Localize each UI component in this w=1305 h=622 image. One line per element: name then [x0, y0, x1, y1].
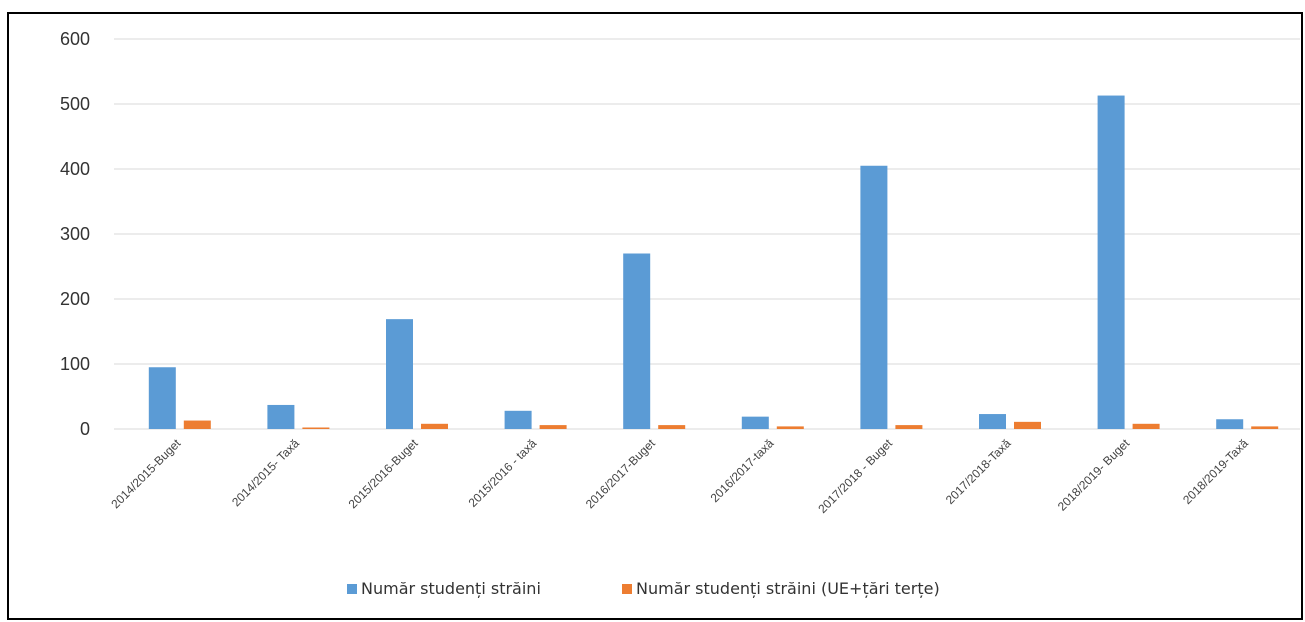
bar-series1: [1216, 419, 1244, 429]
legend-swatch-1: [347, 584, 357, 594]
legend-swatch-2: [622, 584, 632, 594]
legend-label-1: Număr studenți străini: [361, 579, 541, 598]
bar-series2: [1014, 421, 1041, 429]
bar-series2: [776, 426, 804, 429]
x-tick-label: 2016/2017-taxă: [708, 436, 777, 505]
x-tick-label: 2014/2015-Buget: [108, 436, 183, 511]
x-tick-label: 2015/2016 - taxă: [466, 436, 540, 510]
y-tick-label: 500: [60, 94, 90, 114]
legend-label-2: Număr studenți străini (UE+țări terțe): [636, 579, 940, 598]
bar-series1: [504, 410, 532, 429]
x-tick-label: 2018/2019-Taxă: [1180, 436, 1251, 507]
bar-series1: [860, 165, 888, 429]
y-tick-label: 0: [80, 419, 90, 439]
x-tick-label: 2015/2016-Buget: [346, 436, 421, 511]
y-tick-label: 400: [60, 159, 90, 179]
bar-series1: [979, 414, 1006, 429]
x-tick-label: 2014/2015- Taxă: [229, 436, 302, 509]
chart-frame: [7, 12, 1303, 620]
y-tick-label: 200: [60, 289, 90, 309]
bar-series2: [895, 425, 923, 429]
bar-series1: [741, 416, 769, 429]
y-tick-label: 600: [60, 29, 90, 49]
bar-series2: [302, 427, 330, 429]
x-tick-label: 2017/2018-Taxă: [943, 436, 1014, 507]
bar-series2: [421, 423, 448, 429]
bar-series2: [183, 420, 211, 429]
bar-series2: [658, 425, 686, 429]
bar-series1: [267, 404, 295, 429]
bar-series1: [623, 253, 651, 429]
y-tick-label: 300: [60, 224, 90, 244]
bar-series1: [148, 367, 176, 429]
y-tick-label: 100: [60, 354, 90, 374]
x-tick-label: 2017/2018 - Buget: [815, 436, 895, 516]
bar-series1: [386, 319, 413, 429]
bar-series2: [1251, 426, 1279, 429]
bar-series1: [1097, 95, 1125, 430]
x-tick-label: 2016/2017-Buget: [583, 436, 658, 511]
bar-series2: [1132, 423, 1160, 429]
bar-series2: [539, 425, 567, 429]
x-tick-label: 2018/2019- Buget: [1055, 436, 1133, 514]
